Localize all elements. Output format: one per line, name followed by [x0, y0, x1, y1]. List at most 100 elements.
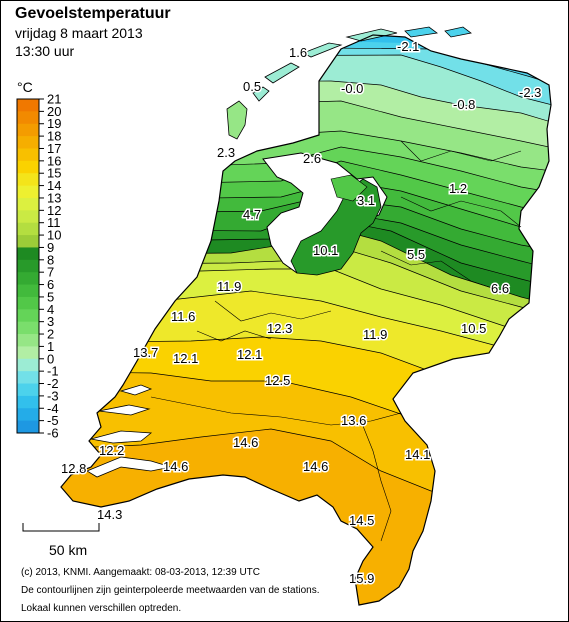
station-value: 1.6 — [289, 45, 307, 60]
legend-swatch — [17, 247, 39, 261]
zeeland-waters — [86, 384, 172, 478]
station-value: 10.5 — [461, 321, 486, 336]
date-line: vrijdag 8 maart 2013 — [15, 25, 143, 41]
station-value: 14.6 — [163, 459, 188, 474]
legend-tick-label: 10 — [47, 228, 61, 243]
station-value: 14.6 — [303, 459, 328, 474]
station-value: 6.6 — [491, 281, 509, 296]
legend-swatch — [17, 148, 39, 162]
legend-tick-label: -3 — [47, 388, 59, 403]
legend-tick-label: 13 — [47, 190, 61, 205]
station-value: 12.1 — [173, 351, 198, 366]
station-value: 12.8 — [61, 461, 86, 476]
legend-swatch — [17, 284, 39, 298]
legend-swatch — [17, 383, 39, 397]
legend-tick-label: 16 — [47, 153, 61, 168]
legend-tick-label: 6 — [47, 277, 54, 292]
station-values: 1.6 -2.1 0.5 -0.0 -0.8 -2.3 2.3 2.6 1.2 3.1 4.7 10.… — [60, 38, 543, 588]
station-value: 12.2 — [99, 443, 124, 458]
legend-swatch — [17, 111, 39, 125]
legend-tick-label: -4 — [47, 401, 59, 416]
station-value: 14.3 — [97, 507, 122, 522]
borders — [60, 34, 552, 606]
legend-tick-label: -6 — [47, 426, 59, 441]
legend-tick-label: -2 — [47, 376, 59, 391]
legend-swatch — [17, 173, 39, 187]
legend-swatch — [17, 235, 39, 248]
flevoland — [290, 178, 382, 276]
legend-tick-label: 5 — [47, 289, 54, 304]
station-value: 14.5 — [349, 513, 374, 528]
station-value: 11.9 — [363, 327, 387, 342]
legend-tick-label: 4 — [47, 302, 54, 317]
station-value: -2.3 — [519, 85, 541, 100]
legend-swatch — [17, 309, 39, 323]
legend-swatch — [17, 321, 39, 335]
legend-swatch — [17, 420, 39, 434]
station-value: 5.5 — [407, 247, 425, 262]
legend-tick-label: 11 — [47, 215, 61, 230]
legend-tick-label: -1 — [47, 364, 59, 379]
legend-swatch — [17, 197, 39, 211]
legend-swatch — [17, 160, 39, 174]
legend-tick-label: 21 — [47, 92, 61, 107]
station-value: 13.6 — [341, 413, 366, 428]
wadden-islands — [226, 26, 472, 140]
legend-tick-label: 17 — [47, 141, 61, 156]
legend-tick-label: 3 — [47, 314, 54, 329]
legend-swatch — [17, 222, 39, 236]
scale-bar — [22, 523, 100, 532]
station-value: 11.6 — [171, 309, 195, 324]
station-value: 14.1 — [405, 447, 430, 462]
credits-line-2: De contourlijnen zijn geinterpoleerde me… — [21, 585, 320, 596]
station-value: 2.6 — [303, 151, 321, 166]
legend-tick-label: 12 — [47, 203, 61, 218]
station-value: 12.3 — [267, 321, 292, 336]
station-value: 15.9 — [349, 571, 374, 586]
legend-tick-label: 14 — [47, 178, 61, 193]
legend-swatch — [17, 272, 39, 286]
station-value: 13.7 — [133, 345, 158, 360]
station-value: 12.5 — [265, 373, 290, 388]
legend-swatch — [17, 210, 39, 224]
station-value: 0.5 — [243, 79, 261, 94]
legend-tick-label: 0 — [47, 351, 54, 366]
scale-label: 50 km — [49, 542, 88, 558]
station-value: -0.0 — [341, 81, 363, 96]
legend-swatch — [17, 395, 39, 409]
page-title: Gevoelstemperatuur — [15, 5, 171, 22]
station-value: 11.9 — [217, 279, 241, 294]
legend-swatch — [17, 296, 39, 310]
station-value: 10.1 — [313, 243, 338, 258]
legend-swatch — [17, 136, 39, 149]
legend-tick-label: 1 — [47, 339, 54, 354]
legend-tick-label: 9 — [47, 240, 54, 255]
legend-tick-label: 20 — [47, 104, 61, 119]
time-line: 13:30 uur — [15, 43, 75, 59]
legend-swatch — [17, 371, 39, 385]
station-value: 4.7 — [243, 207, 261, 222]
legend-tick-label: 19 — [47, 116, 61, 131]
legend-tick-label: 18 — [47, 129, 61, 144]
legend-colorbar: 2120191817161514131211109876543210-1-2-3… — [16, 92, 61, 441]
station-value: 3.1 — [357, 193, 375, 208]
legend-swatch — [17, 123, 39, 137]
legend-swatch — [17, 346, 39, 360]
legend-tick-label: -5 — [47, 413, 59, 428]
station-value: -2.1 — [397, 39, 419, 54]
credits-line-1: (c) 2013, KNMI. Aangemaakt: 08-03-2013, … — [21, 567, 261, 578]
legend-tick-label: 15 — [47, 166, 61, 181]
station-value: 12.1 — [237, 347, 262, 362]
legend-swatch — [17, 259, 39, 273]
legend-tick-label: 7 — [47, 265, 54, 280]
credits-line-3: Lokaal kunnen verschillen optreden. — [21, 603, 182, 614]
legend-swatch — [17, 408, 39, 422]
station-value: 2.3 — [217, 145, 235, 160]
station-value: 1.2 — [449, 181, 467, 196]
legend-swatch — [17, 358, 39, 372]
legend-tick-label: 2 — [47, 327, 54, 342]
legend-swatch — [17, 334, 39, 347]
